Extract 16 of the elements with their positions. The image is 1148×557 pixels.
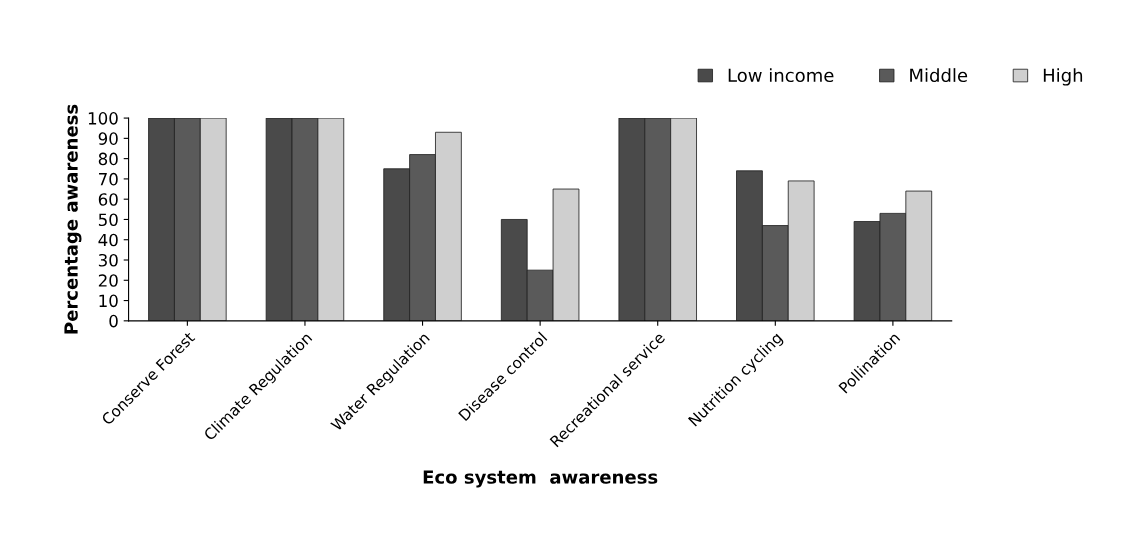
y-tick-label: 90	[98, 132, 118, 145]
y-tick-label: 30	[98, 253, 118, 267]
y-tick-label: 100	[88, 112, 118, 125]
y-tick-label: 0	[109, 314, 118, 328]
y-tick-label: 40	[98, 233, 118, 247]
y-tick-label: 60	[98, 193, 118, 206]
legend-label: High	[1043, 68, 1083, 86]
y-axis-title: Percentage awareness	[64, 104, 82, 334]
x-axis-title: Eco system awareness	[423, 470, 658, 488]
y-tick-label: 70	[99, 172, 118, 186]
y-tick-label: 20	[98, 274, 118, 287]
y-tick-label: 10	[99, 294, 118, 308]
legend-label: Middle	[910, 68, 968, 83]
legend-label: Low income	[728, 68, 834, 83]
y-tick-label: 50	[98, 213, 118, 227]
y-tick-label: 80	[98, 152, 118, 166]
